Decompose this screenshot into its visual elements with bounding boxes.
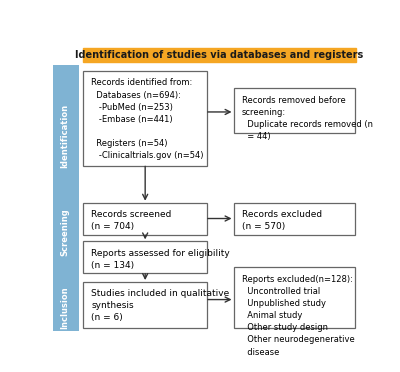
Text: Identification: Identification <box>60 104 69 169</box>
Text: Studies included in qualitative
synthesis
(n = 6): Studies included in qualitative synthesi… <box>91 289 230 322</box>
Text: Reports assessed for eligibility
(n = 134): Reports assessed for eligibility (n = 13… <box>91 249 230 270</box>
Text: Records removed before
screening:
  Duplicate records removed (n
  = 44): Records removed before screening: Duplic… <box>242 96 372 141</box>
FancyBboxPatch shape <box>234 203 355 235</box>
FancyBboxPatch shape <box>53 274 80 331</box>
FancyBboxPatch shape <box>53 65 80 199</box>
FancyBboxPatch shape <box>83 203 208 235</box>
FancyBboxPatch shape <box>83 241 208 273</box>
Text: Inclusion: Inclusion <box>60 287 69 330</box>
Text: Records identified from:
  Databases (n=694):
   -PubMed (n=253)
   -Embase (n=4: Records identified from: Databases (n=69… <box>91 78 204 160</box>
FancyBboxPatch shape <box>82 48 356 62</box>
FancyBboxPatch shape <box>234 267 355 328</box>
FancyBboxPatch shape <box>83 71 208 166</box>
FancyBboxPatch shape <box>234 88 355 133</box>
FancyBboxPatch shape <box>83 282 208 328</box>
Text: Screening: Screening <box>60 208 69 256</box>
Text: Records screened
(n = 704): Records screened (n = 704) <box>91 210 172 231</box>
Text: Reports excluded(n=128):
  Uncontrolled trial
  Unpublished study
  Animal study: Reports excluded(n=128): Uncontrolled tr… <box>242 275 354 356</box>
Text: Identification of studies via databases and registers: Identification of studies via databases … <box>75 50 363 60</box>
FancyBboxPatch shape <box>53 199 80 274</box>
Text: Records excluded
(n = 570): Records excluded (n = 570) <box>242 210 322 231</box>
